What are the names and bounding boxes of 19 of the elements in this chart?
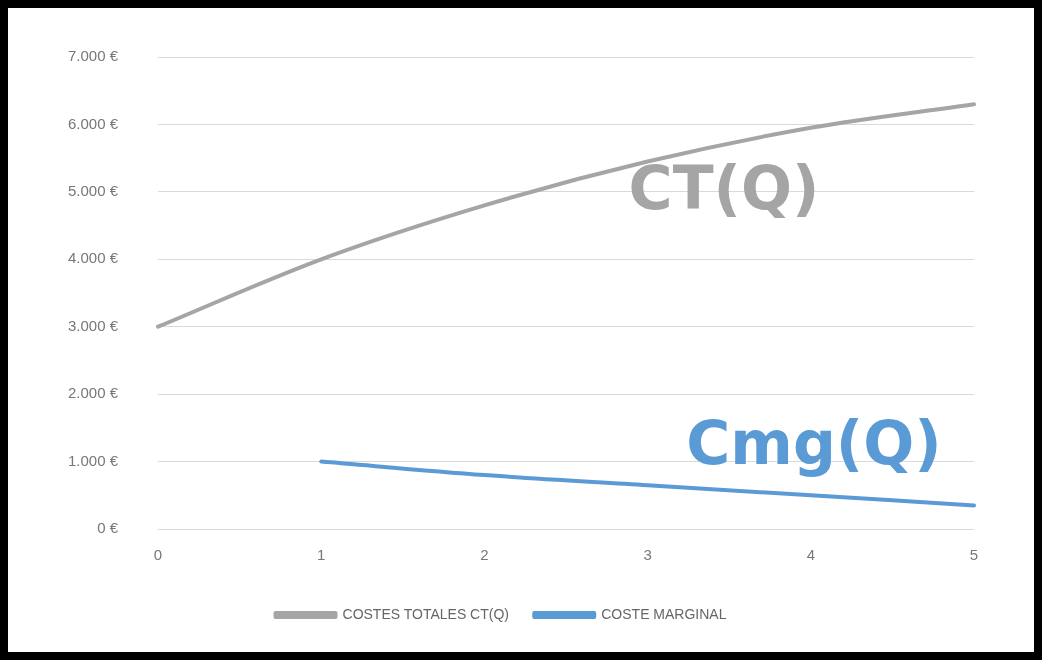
y-tick-label: 1.000 €: [68, 451, 119, 469]
y-tick-label: 3.000 €: [68, 316, 119, 334]
legend-label: COSTES TOTALES CT(Q): [342, 605, 509, 622]
y-tick-label: 2.000 €: [68, 384, 119, 402]
annotation: CT(Q): [628, 153, 820, 224]
legend-label: COSTE MARGINAL: [601, 605, 727, 622]
y-tick-label: 0 €: [97, 519, 119, 537]
x-tick-label: 1: [317, 546, 326, 564]
y-tick-label: 4.000 €: [68, 249, 119, 267]
line-series: [156, 102, 976, 329]
x-tick-label: 2: [480, 546, 489, 564]
x-tick-label: 0: [153, 546, 163, 564]
x-tick-label: 5: [969, 546, 979, 564]
y-tick-label: 6.000 €: [68, 114, 119, 132]
annotation: Cmg(Q): [686, 408, 942, 479]
x-tick-label: 4: [806, 546, 815, 564]
x-tick-label: 3: [643, 546, 652, 564]
y-tick-label: 5.000 €: [68, 182, 119, 199]
y-tick-label: 7.000 €: [68, 47, 119, 65]
